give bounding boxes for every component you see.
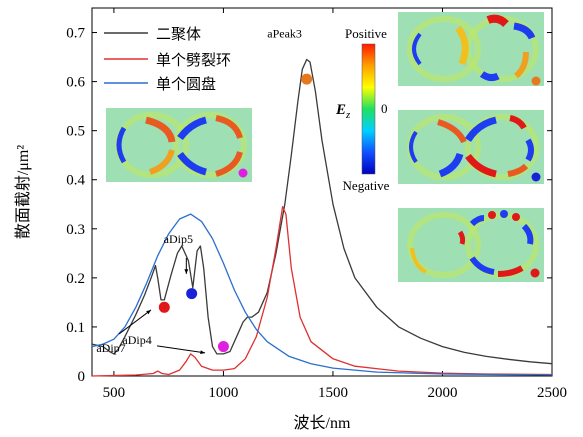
y-tick-label: 0.2 xyxy=(66,271,85,287)
annotation-label: aDip5 xyxy=(164,232,193,246)
y-tick-label: 0.6 xyxy=(66,75,85,91)
field-map-orange-dot xyxy=(532,77,541,86)
legend: 二聚体 单个劈裂环 单个圆盘 xyxy=(104,26,231,93)
x-tick-label: 2000 xyxy=(427,385,457,401)
field-map-red xyxy=(398,208,544,282)
field-map-magenta-dot xyxy=(239,169,248,178)
y-tick-label: 0.1 xyxy=(66,320,85,336)
annotation-arrowhead xyxy=(184,269,188,274)
colorbar-top-label: Positive xyxy=(345,26,387,41)
y-tick-label: 0.4 xyxy=(66,173,85,189)
x-tick-label: 2500 xyxy=(537,385,567,401)
x-tick-label: 1500 xyxy=(318,385,348,401)
marker-dot xyxy=(301,74,312,85)
field-map-red-dot xyxy=(531,269,540,278)
y-tick-label: 0.3 xyxy=(66,222,85,238)
field-map-blue xyxy=(398,110,544,184)
y-tick-label: 0.5 xyxy=(66,124,85,140)
marker-dot xyxy=(186,288,197,299)
legend-label-split-ring: 单个劈裂环 xyxy=(156,51,231,69)
colorbar-mid-label: 0 xyxy=(381,101,388,116)
y-axis-label: 散面截射/μm² xyxy=(14,145,32,239)
marker-dot xyxy=(218,341,229,352)
annotation-arrow xyxy=(157,346,205,353)
legend-label-dimer: 二聚体 xyxy=(156,26,201,43)
marker-dot xyxy=(159,302,170,313)
colorbar-bottom-label: Negative xyxy=(343,178,390,193)
field-map-blue-dot xyxy=(532,173,541,182)
x-tick-label: 1000 xyxy=(208,385,238,401)
annotation-arrowhead xyxy=(200,350,205,354)
field-map-magenta xyxy=(106,108,252,182)
colorbar-gradient xyxy=(362,44,375,174)
x-tick-label: 500 xyxy=(103,385,126,401)
y-tick-label: 0.7 xyxy=(66,26,85,42)
y-tick-label: 0 xyxy=(78,369,86,385)
annotation-label: aPeak3 xyxy=(267,27,302,41)
annotation-arrow xyxy=(119,310,151,334)
colorbar: Positive 0 Ez Negative xyxy=(335,26,390,193)
legend-label-disk: 单个圆盘 xyxy=(156,75,216,93)
annotation-label: aDip4 xyxy=(122,333,151,347)
annotation-label: aDip7 xyxy=(96,341,125,355)
x-axis-label: 波长/nm xyxy=(294,414,351,432)
field-map-orange xyxy=(398,12,544,86)
colorbar-title: Ez xyxy=(335,102,351,121)
